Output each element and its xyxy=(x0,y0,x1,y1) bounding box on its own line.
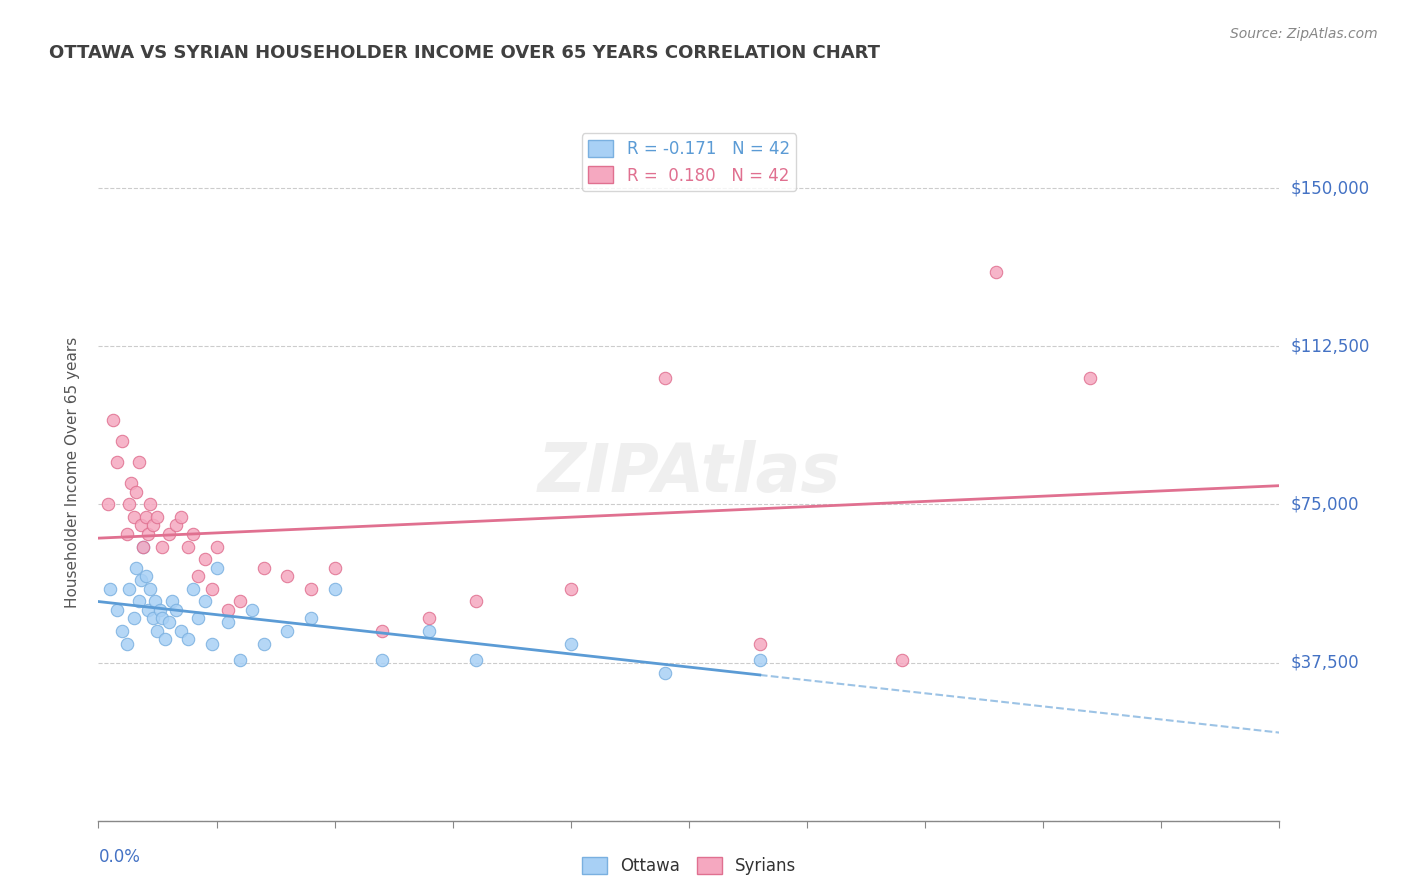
Point xyxy=(299,611,322,625)
Point xyxy=(253,560,276,574)
Point xyxy=(125,484,148,499)
Point xyxy=(170,624,193,638)
Point xyxy=(371,653,394,667)
Point xyxy=(187,611,209,625)
Point xyxy=(122,611,145,625)
Point xyxy=(97,497,120,511)
Point xyxy=(418,611,440,625)
Point xyxy=(276,569,298,583)
Point xyxy=(170,510,193,524)
Point xyxy=(118,582,141,596)
Point xyxy=(299,582,322,596)
Point xyxy=(181,527,204,541)
Point xyxy=(165,603,187,617)
Point xyxy=(371,624,394,638)
Point xyxy=(253,636,276,650)
Point xyxy=(748,636,770,650)
Point xyxy=(143,594,166,608)
Text: $75,000: $75,000 xyxy=(1291,495,1360,514)
Point xyxy=(160,594,183,608)
Point xyxy=(115,527,138,541)
Point xyxy=(276,624,298,638)
Point xyxy=(128,455,150,469)
Point xyxy=(150,611,173,625)
Legend: Ottawa, Syrians: Ottawa, Syrians xyxy=(575,850,803,882)
Point xyxy=(1080,371,1102,385)
Point xyxy=(128,594,150,608)
Point xyxy=(139,497,162,511)
Point xyxy=(560,636,582,650)
Point xyxy=(229,653,252,667)
Point xyxy=(890,653,912,667)
Point xyxy=(135,569,157,583)
Point xyxy=(132,540,155,554)
Point xyxy=(984,265,1007,279)
Point xyxy=(105,455,128,469)
Point xyxy=(101,413,124,427)
Point xyxy=(129,518,152,533)
Point xyxy=(240,603,263,617)
Point xyxy=(201,582,224,596)
Point xyxy=(98,582,121,596)
Point xyxy=(201,636,224,650)
Point xyxy=(157,527,180,541)
Point xyxy=(136,527,159,541)
Point xyxy=(177,540,200,554)
Point xyxy=(150,540,173,554)
Point xyxy=(654,666,676,681)
Y-axis label: Householder Income Over 65 years: Householder Income Over 65 years xyxy=(65,337,80,608)
Point xyxy=(146,624,169,638)
Point xyxy=(187,569,209,583)
Point xyxy=(165,518,187,533)
Point xyxy=(153,632,176,647)
Point xyxy=(135,510,157,524)
Point xyxy=(125,560,148,574)
Point xyxy=(142,518,165,533)
Text: OTTAWA VS SYRIAN HOUSEHOLDER INCOME OVER 65 YEARS CORRELATION CHART: OTTAWA VS SYRIAN HOUSEHOLDER INCOME OVER… xyxy=(49,45,880,62)
Point xyxy=(105,603,128,617)
Point xyxy=(157,615,180,630)
Point xyxy=(121,476,143,491)
Point xyxy=(132,540,155,554)
Point xyxy=(146,510,169,524)
Point xyxy=(194,552,217,566)
Point xyxy=(217,615,239,630)
Point xyxy=(323,560,346,574)
Text: 0.0%: 0.0% xyxy=(98,848,141,866)
Point xyxy=(205,540,228,554)
Point xyxy=(465,594,488,608)
Text: ZIPAtlas: ZIPAtlas xyxy=(537,440,841,506)
Point xyxy=(229,594,252,608)
Point xyxy=(129,574,152,588)
Point xyxy=(654,371,676,385)
Point xyxy=(323,582,346,596)
Point xyxy=(111,434,134,449)
Point xyxy=(139,582,162,596)
Point xyxy=(115,636,138,650)
Point xyxy=(149,603,172,617)
Point xyxy=(205,560,228,574)
Point xyxy=(465,653,488,667)
Point xyxy=(748,653,770,667)
Text: Source: ZipAtlas.com: Source: ZipAtlas.com xyxy=(1230,27,1378,41)
Point xyxy=(136,603,159,617)
Point xyxy=(177,632,200,647)
Point xyxy=(560,582,582,596)
Point xyxy=(111,624,134,638)
Text: $112,500: $112,500 xyxy=(1291,337,1369,355)
Point xyxy=(118,497,141,511)
Point xyxy=(122,510,145,524)
Point xyxy=(194,594,217,608)
Point xyxy=(181,582,204,596)
Point xyxy=(142,611,165,625)
Point xyxy=(217,603,239,617)
Text: $37,500: $37,500 xyxy=(1291,654,1360,672)
Point xyxy=(418,624,440,638)
Text: $150,000: $150,000 xyxy=(1291,179,1369,197)
